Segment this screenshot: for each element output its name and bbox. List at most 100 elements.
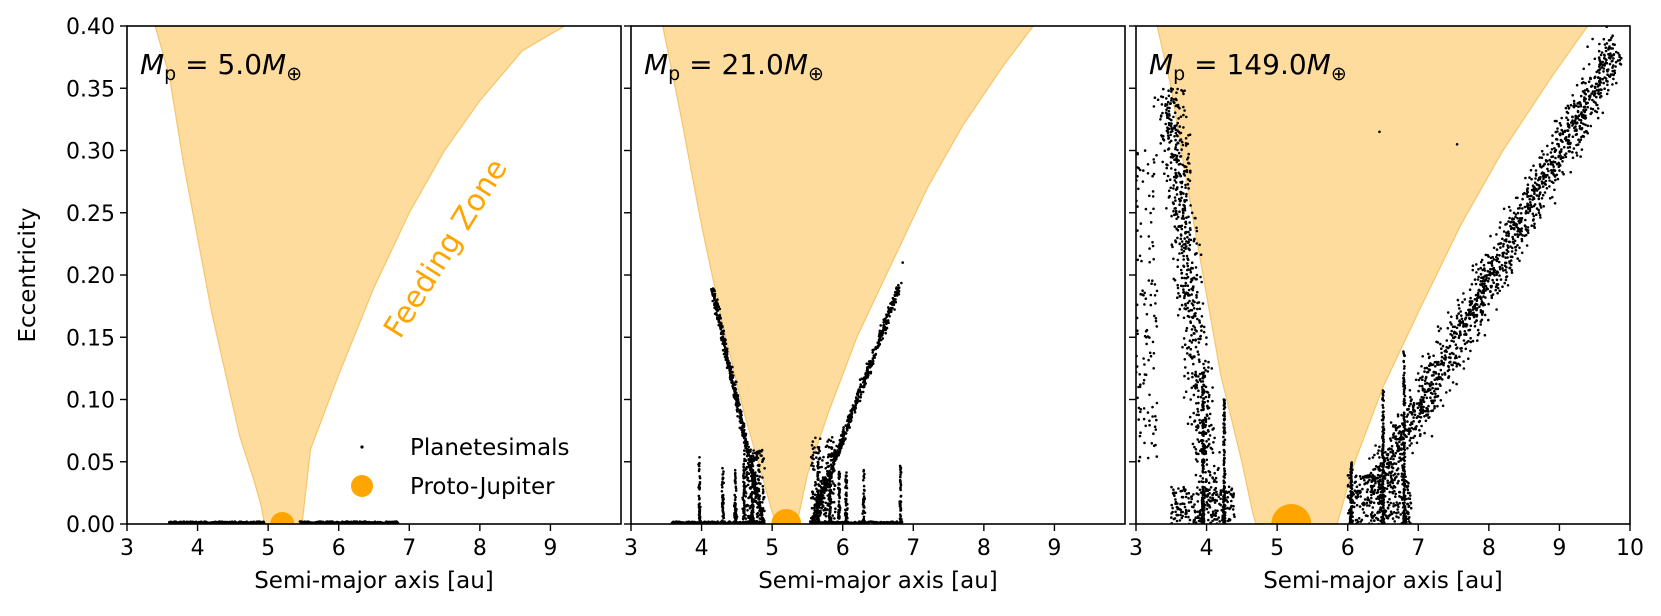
planetesimal-point xyxy=(1391,436,1395,439)
planetesimal-point xyxy=(1208,393,1211,397)
planetesimal-point xyxy=(1184,284,1187,288)
planetesimal-point xyxy=(1205,343,1208,346)
planetesimal-point xyxy=(1458,320,1462,323)
planetesimal-point xyxy=(1511,237,1515,241)
planetesimal-point xyxy=(1192,355,1195,358)
planetesimal-point xyxy=(1192,393,1196,397)
planetesimal-point xyxy=(885,326,889,330)
planetesimal-point xyxy=(744,433,747,436)
planetesimal-point xyxy=(1571,120,1574,123)
planetesimal-point xyxy=(1502,269,1505,272)
planetesimal-point xyxy=(1510,220,1513,224)
planetesimal-point xyxy=(1152,105,1156,108)
planetesimal-point xyxy=(1602,70,1605,73)
planetesimal-point xyxy=(845,491,848,495)
planetesimal-point xyxy=(1528,209,1532,213)
planetesimal-point xyxy=(1552,168,1555,172)
planetesimal-point xyxy=(1450,323,1453,326)
planetesimal-point xyxy=(1513,252,1517,255)
planetesimal-point xyxy=(1524,228,1528,231)
planetesimal-point xyxy=(879,334,883,338)
planetesimal-point xyxy=(1560,148,1563,151)
planetesimal-point xyxy=(738,411,742,415)
planetesimal-point xyxy=(1607,88,1610,92)
planetesimal-point xyxy=(811,440,815,443)
planetesimal-point xyxy=(1138,455,1142,459)
planetesimal-point xyxy=(1194,387,1197,390)
planetesimal-point xyxy=(751,491,755,494)
planetesimal-point xyxy=(1205,479,1208,483)
planetesimal-point xyxy=(813,493,817,497)
planetesimal-point xyxy=(1143,149,1147,152)
planetesimal-point xyxy=(1512,227,1516,230)
planetesimal-point xyxy=(1139,235,1143,238)
planetesimal-point xyxy=(1180,251,1184,255)
planetesimal-point xyxy=(828,469,831,473)
planetesimal-point xyxy=(1555,137,1558,141)
planetesimal-point xyxy=(1484,278,1488,282)
planetesimal-point xyxy=(1391,463,1394,466)
planetesimal-point xyxy=(1481,304,1485,307)
planetesimal-point xyxy=(1418,412,1421,415)
planetesimal-point xyxy=(1498,274,1501,277)
planetesimal-point xyxy=(1550,161,1554,164)
planetesimal-point xyxy=(836,516,840,520)
planetesimal-point xyxy=(1603,62,1606,66)
planetesimal-point xyxy=(1611,59,1614,63)
planetesimal-point xyxy=(1205,390,1209,394)
planetesimal-point xyxy=(1509,209,1512,212)
planetesimal-point xyxy=(867,363,871,366)
planetesimal-point xyxy=(1394,437,1397,441)
planetesimal-point xyxy=(899,475,902,479)
planetesimal-point xyxy=(736,403,739,406)
planetesimal-point xyxy=(1509,245,1512,248)
planetesimal-point xyxy=(812,451,816,454)
plot-area xyxy=(1136,26,1623,524)
planetesimal-point xyxy=(734,519,738,523)
planetesimal-point xyxy=(1389,437,1392,440)
planetesimal-point xyxy=(1412,401,1416,405)
planetesimal-point xyxy=(1602,37,1606,41)
planetesimal-point xyxy=(745,473,749,476)
planetesimal-point xyxy=(1169,130,1173,134)
planetesimal-point xyxy=(884,331,887,335)
planetesimal-point xyxy=(1166,174,1170,178)
planetesimal-point xyxy=(1206,399,1210,403)
planetesimal-point xyxy=(1180,276,1184,280)
planetesimal-point xyxy=(1457,362,1460,366)
y-tick-label: 0.10 xyxy=(66,389,115,414)
planetesimal-point xyxy=(1553,119,1557,123)
planetesimal-point xyxy=(1462,367,1466,370)
planetesimal-point xyxy=(831,480,834,483)
planetesimal-point xyxy=(741,497,745,501)
planetesimal-point xyxy=(1537,187,1540,190)
planetesimal-point xyxy=(717,314,721,318)
planetesimal-point xyxy=(1429,396,1432,400)
planetesimal-point xyxy=(883,328,886,332)
planetesimal-point xyxy=(1423,366,1427,370)
planetesimal-point xyxy=(1454,354,1458,358)
planetesimal-point xyxy=(1434,387,1437,391)
planetesimal-point xyxy=(1417,378,1421,382)
planetesimal-point xyxy=(871,349,875,352)
planetesimal-point xyxy=(817,446,821,449)
planetesimal-point xyxy=(1530,177,1533,181)
planetesimal-point xyxy=(1491,255,1494,259)
planetesimal-point xyxy=(844,514,848,518)
planetesimal-point xyxy=(744,491,748,495)
planetesimal-point xyxy=(1590,92,1593,95)
planetesimal-point xyxy=(1150,282,1153,286)
x-tick-label: 3 xyxy=(120,536,134,561)
planetesimal-point xyxy=(1178,242,1181,246)
planetesimal-point xyxy=(1450,339,1453,343)
planetesimal-point xyxy=(1433,378,1437,382)
planetesimal-point xyxy=(1188,415,1192,419)
planetesimal-point xyxy=(899,509,902,512)
planetesimal-point xyxy=(1175,217,1178,221)
planetesimal-point xyxy=(1179,138,1183,141)
planetesimal-point xyxy=(1532,164,1535,167)
planetesimal-point xyxy=(1441,378,1444,381)
planetesimal-point xyxy=(1544,179,1548,183)
planetesimal-point xyxy=(844,499,848,503)
